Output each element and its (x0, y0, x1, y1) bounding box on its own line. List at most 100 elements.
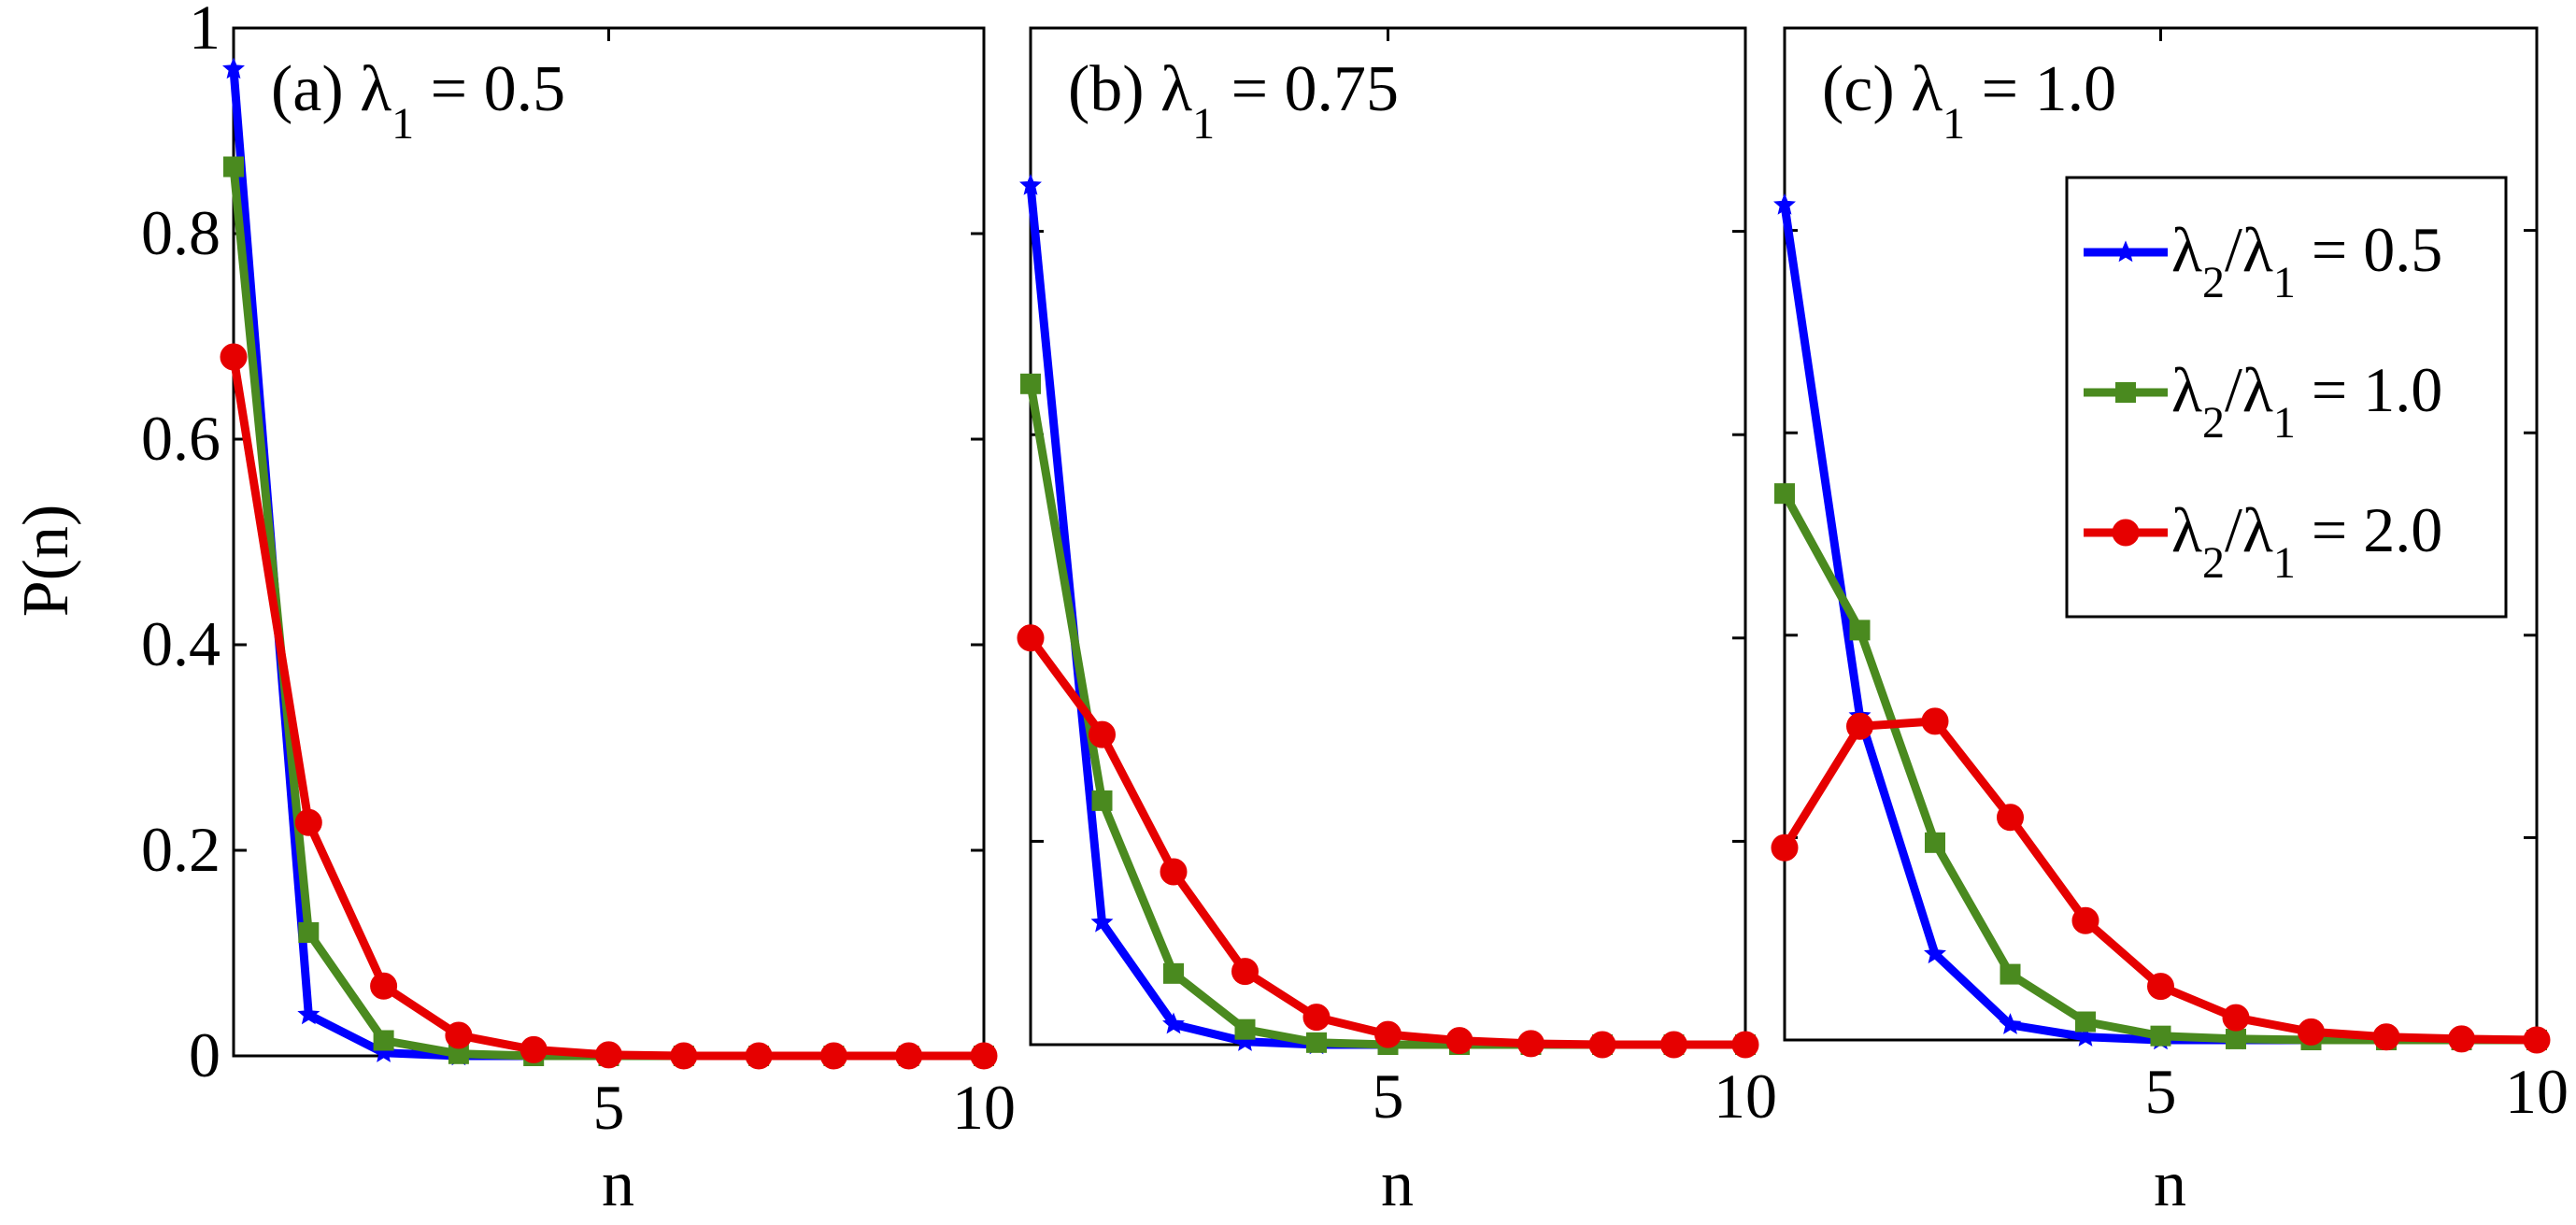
series-blue (222, 57, 995, 1066)
data-point (2000, 963, 2021, 985)
legend-label-subscript: 1 (2273, 538, 2296, 588)
panel-title-value: = 0.5 (414, 53, 565, 125)
data-point (373, 1030, 394, 1051)
panel-title: (b) λ1 = 0.75 (1068, 53, 1399, 149)
data-point (519, 1035, 548, 1063)
series-blue (1019, 173, 1757, 1055)
panel-title-subscript: 1 (391, 99, 414, 149)
series-green (223, 156, 994, 1066)
data-point (1234, 1018, 1256, 1040)
x-tick-label: 5 (1373, 1061, 1404, 1132)
legend-label-subscript: 2 (2202, 398, 2225, 448)
data-point (370, 972, 398, 1000)
legend-label-part: λ (2171, 494, 2202, 565)
data-point (1163, 962, 1184, 984)
data-point (819, 1042, 847, 1070)
legend-marker (2115, 382, 2136, 403)
data-point (1846, 712, 1873, 740)
x-tick-label: 10 (2505, 1056, 2569, 1127)
data-point (2150, 1025, 2171, 1047)
data-point (970, 1042, 998, 1070)
legend-label: λ2/λ1 = 2.0 (2171, 494, 2442, 588)
y-axis-label: P(n) (10, 505, 82, 618)
data-point (1020, 373, 1041, 394)
data-point (1773, 192, 1796, 215)
data-point (595, 1041, 622, 1069)
data-point (2298, 1018, 2325, 1046)
data-point (2222, 1004, 2250, 1032)
panel-title-subscript: 1 (1943, 99, 1965, 149)
legend-label-subscript: 2 (2202, 258, 2225, 307)
series-line (229, 356, 984, 1061)
data-point (2226, 1028, 2246, 1049)
data-point (1302, 1004, 1331, 1032)
y-tick-label: 0.6 (141, 403, 221, 474)
data-point (1162, 1012, 1185, 1034)
legend-marker (2114, 240, 2137, 263)
panel-title: (c) λ1 = 1.0 (1822, 53, 2116, 149)
legend-entry: λ2/λ1 = 1.0 (2084, 354, 2442, 448)
data-point (1517, 1030, 1544, 1058)
panel-title: (a) λ1 = 0.5 (271, 53, 565, 149)
legend-label: λ2/λ1 = 1.0 (2171, 354, 2442, 448)
data-point (1231, 958, 1259, 986)
x-tick-label: 10 (952, 1072, 1016, 1143)
series-line (1027, 635, 1745, 1049)
legend-label-value: = 2.0 (2296, 494, 2442, 565)
series-line (1026, 185, 1745, 1049)
series-red (1771, 707, 2551, 1054)
legend-label-subscript: 1 (2273, 398, 2296, 448)
x-tick-label: 5 (593, 1072, 625, 1143)
data-point (1374, 1020, 1402, 1048)
data-point (1924, 942, 1946, 964)
data-point (448, 1043, 469, 1064)
data-point (1090, 910, 1114, 933)
data-point (223, 156, 244, 178)
data-point (1849, 620, 1871, 641)
data-point (2448, 1025, 2475, 1053)
data-point (2372, 1023, 2400, 1051)
legend-label-value: = 1.0 (2296, 354, 2442, 425)
data-point (298, 922, 320, 943)
series-line (1026, 383, 1745, 1049)
y-tick-label: 1 (189, 0, 221, 63)
data-point (2523, 1026, 2551, 1054)
data-point (1774, 483, 1795, 505)
series-green (1020, 373, 1756, 1055)
data-point (1999, 1013, 2022, 1034)
legend-marker (2112, 519, 2140, 547)
legend-label-subscript: 2 (2202, 538, 2225, 588)
x-tick-label: 10 (1714, 1061, 1777, 1132)
panel-b: 5 10 n (b) λ1 = 0.75 (1017, 26, 1777, 1220)
data-point (1089, 720, 1116, 748)
legend-entry: λ2/λ1 = 0.5 (2084, 214, 2442, 307)
data-point (1921, 707, 1949, 735)
panel-title-text: (a) λ (271, 53, 391, 125)
x-tick-label: 5 (2145, 1056, 2177, 1127)
data-point (1445, 1027, 1473, 1055)
data-point (1017, 624, 1045, 652)
data-point (1160, 858, 1188, 886)
data-point (297, 1003, 320, 1025)
data-point (445, 1021, 473, 1049)
data-point (294, 808, 322, 836)
legend-label: λ2/λ1 = 0.5 (2171, 214, 2442, 307)
data-point (1731, 1031, 1759, 1059)
panel-title-text: (b) λ (1068, 53, 1192, 125)
data-point (1997, 804, 2024, 832)
y-tick-label: 0.8 (141, 197, 221, 268)
panels: 00.20.40.60.815 10n(a) λ1 = 0.55 10n(b) λ1… (141, 0, 2569, 1220)
y-tick-label: 0 (189, 1019, 221, 1090)
y-tick-label: 0.2 (141, 814, 221, 885)
series-line (229, 166, 984, 1061)
legend-label-part: λ (2171, 214, 2202, 285)
data-point (1925, 832, 1945, 853)
data-point (2075, 1011, 2096, 1033)
series-red (1017, 624, 1759, 1059)
legend-label-part: λ (2171, 354, 2202, 425)
legend-label-value: = 0.5 (2296, 214, 2442, 285)
data-point (1306, 1032, 1327, 1053)
data-point (1588, 1031, 1616, 1059)
data-point (220, 343, 248, 371)
